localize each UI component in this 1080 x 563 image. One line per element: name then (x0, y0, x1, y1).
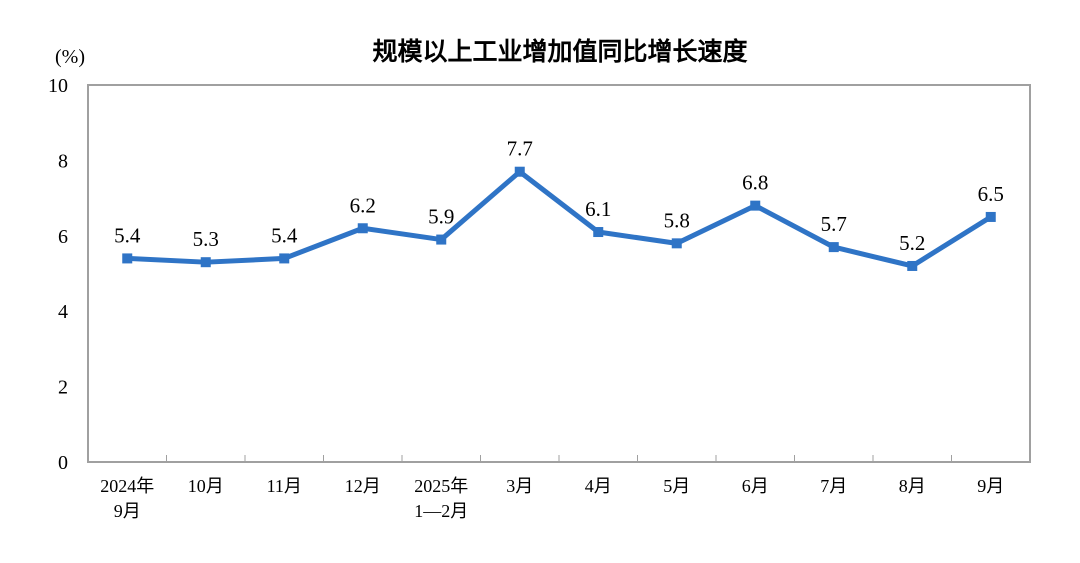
x-tick-label: 5月 (663, 476, 690, 496)
x-tick-label: 2024年 (100, 476, 154, 496)
data-point (436, 234, 447, 245)
data-point (357, 223, 368, 234)
x-tick-label: 2025年 (414, 476, 468, 496)
series-line (127, 169, 993, 269)
x-tick-label: 1—2月 (414, 501, 468, 521)
data-label: 6.2 (350, 193, 376, 217)
y-tick-label: 4 (58, 301, 68, 323)
y-tick-label: 2 (58, 377, 68, 399)
y-tick-label: 8 (58, 150, 68, 172)
x-tick-label: 6月 (742, 476, 769, 496)
y-tick-label: 0 (58, 452, 68, 474)
data-label: 5.3 (193, 227, 219, 251)
data-point (750, 200, 761, 211)
data-label: 6.1 (585, 197, 611, 221)
data-point (122, 253, 133, 264)
data-label: 5.4 (271, 223, 298, 247)
data-label: 5.7 (821, 212, 847, 236)
data-label: 7.7 (507, 137, 533, 161)
x-tick-label: 4月 (585, 476, 612, 496)
data-label: 6.8 (742, 171, 768, 195)
x-tick-label: 11月 (267, 476, 302, 496)
data-point (671, 238, 682, 249)
x-tick-label: 7月 (820, 476, 847, 496)
data-point (985, 211, 996, 222)
x-tick-label: 9月 (977, 476, 1004, 496)
y-axis-label: (%) (55, 46, 85, 68)
data-label: 5.4 (114, 223, 141, 247)
data-label: 5.9 (428, 205, 454, 229)
data-point (593, 227, 604, 238)
data-point (828, 242, 839, 253)
x-tick-label: 10月 (188, 476, 224, 496)
x-tick-label: 12月 (345, 476, 381, 496)
y-tick-label: 10 (48, 75, 68, 97)
data-label: 5.2 (899, 231, 925, 255)
x-tick-label: 3月 (506, 476, 533, 496)
data-label: 5.8 (664, 208, 690, 232)
data-point (907, 260, 918, 271)
data-point (514, 166, 525, 177)
chart-title: 规模以上工业增加值同比增长速度 (372, 37, 747, 66)
plot-area (87, 84, 1031, 463)
x-tick-label: 9月 (114, 501, 141, 521)
data-point (200, 257, 211, 268)
data-label: 6.5 (978, 182, 1004, 206)
y-tick-label: 6 (58, 226, 68, 248)
x-tick-label: 8月 (899, 476, 926, 496)
data-point (279, 253, 290, 264)
